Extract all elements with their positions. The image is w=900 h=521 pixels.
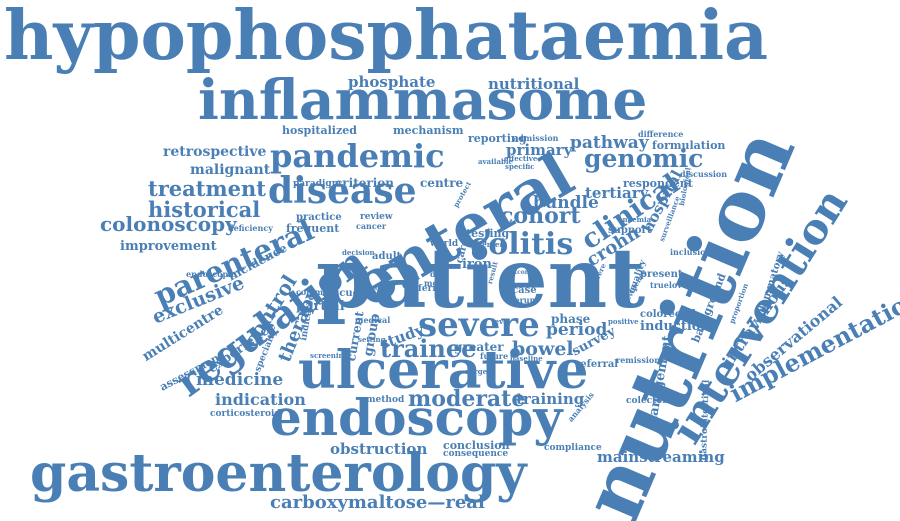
word-review: review [360,212,393,222]
word-tertiary: tertiary [585,184,649,202]
word-method: method [366,395,405,405]
word-greater: greater [454,340,504,354]
word-available: available [478,157,513,166]
word-consequence: consequence [443,449,509,459]
word-period: period [546,320,608,340]
word-case: case [512,285,537,296]
word-training: training [516,390,585,408]
word-practice: practice [296,212,342,223]
word-induction: induction [640,319,710,334]
word-setting: setting [358,335,386,344]
word-present: present [640,269,683,280]
word-level: level [492,317,511,326]
word-testing: testing [466,227,510,240]
word-trainee: trainee [380,334,477,363]
word-serum: serum [510,295,539,305]
word-endoscopy: endoscopy [270,388,563,447]
word-medical: medical [355,315,391,325]
word-cohort: cohort [500,203,581,229]
word-difference: difference [638,129,684,139]
word-discussion: discussion [680,169,728,179]
word-gastroenterology: gastroenterology [30,443,527,504]
word-partial: partial [296,299,345,314]
word-specific: specific [505,162,535,171]
word-corticosteroid: corticosteroid [210,409,281,419]
word-future: future [480,351,509,361]
word-historical: historical [148,197,261,222]
word-referral: referral [575,359,619,370]
word-primary: primary [506,141,573,159]
word-deficiency: deficiency [228,223,273,233]
word-adult: adult [372,251,402,262]
word-endoscopic: endoscopic [186,269,237,279]
word-conclusion: conclusion [443,439,510,452]
word-day: day [430,269,446,279]
word-baseline: baseline [510,354,543,363]
word-disease: disease [268,170,417,212]
word-formulation: formulation [652,139,726,152]
word-patient: patient [316,231,646,327]
word-nutritional: nutritional [488,75,580,93]
word-reporting: reporting [468,132,527,145]
word-remission: remission [616,355,661,365]
word-colitis: colitis [470,227,574,262]
word-inclusion: inclusion [670,247,712,257]
word-retrospective: retrospective [163,144,267,160]
word-paradigm: paradigm [293,179,342,189]
word-critical: critical [368,285,392,292]
word-bowel: bowel [512,338,574,360]
word-treatment: treatment [148,176,266,201]
word-phase: phase [551,312,591,326]
word-anaemia: anaemia [618,215,652,224]
word-hypophosphataemia: hypophosphataemia [4,0,769,76]
word-indication: indication [215,390,306,409]
word-world: world [430,239,459,249]
word-bundle: bundle [533,193,599,213]
word-center: center [478,240,504,249]
word-admission: admission [513,133,559,143]
word-cancer: cancer [356,221,387,231]
word-common: common [296,287,335,297]
word-mechanism: mechanism [393,124,464,137]
word-inflammasome: inflammasome [198,67,648,132]
word-support: support [608,225,652,236]
word-ulcerative: ulcerative [298,340,589,401]
word-genomic: genomic [584,144,704,173]
word-centre: centre [420,176,464,190]
word-obstruction: obstruction [330,440,428,458]
word-positive: positive [608,317,639,326]
word-moderate: moderate [408,386,526,412]
word-criterion: criterion [335,176,394,190]
word-outcome: outcome [506,269,535,276]
word-medicine: medicine [196,370,284,390]
word-improvement: improvement [120,239,217,254]
word-carboxymaltose-real: carboxymaltose—real [270,492,485,513]
word-malignant: malignant [190,162,271,178]
word-compliance: compliance [544,443,602,453]
word-iron: iron [462,257,492,272]
word-frequent: frequent [286,222,340,235]
word-colorectal: colorectal [640,309,696,320]
word-rescue: rescue [322,288,359,299]
word-hospitalized: hospitalized [282,124,357,137]
word-mainstreaming: mainstreaming [597,448,725,466]
word-colonoscopy: colonoscopy [100,212,237,236]
word-effective: effective [504,154,538,163]
word-truelove: truelove [650,280,687,290]
word-respondent: respondent [623,177,693,190]
word-decision: decision [342,248,375,257]
word-colectomy: colectomy [626,396,678,406]
word-ferric: ferric [418,284,446,294]
word-pandemic: pandemic [270,137,445,175]
word-severe: severe [418,305,540,345]
word-screening: screening [310,351,349,360]
word-phosphate: phosphate [348,73,436,91]
word-pathway: pathway [570,133,649,153]
word-surgery: surgery [465,367,495,376]
word-most: most [424,278,446,288]
